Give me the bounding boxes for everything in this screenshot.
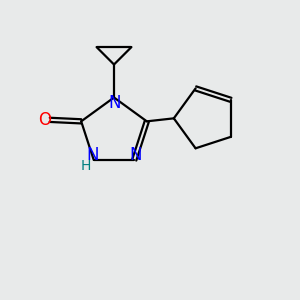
Text: N: N [108, 94, 121, 112]
Text: H: H [81, 159, 92, 173]
Text: O: O [38, 111, 51, 129]
Text: N: N [86, 146, 98, 164]
Text: N: N [130, 146, 142, 164]
